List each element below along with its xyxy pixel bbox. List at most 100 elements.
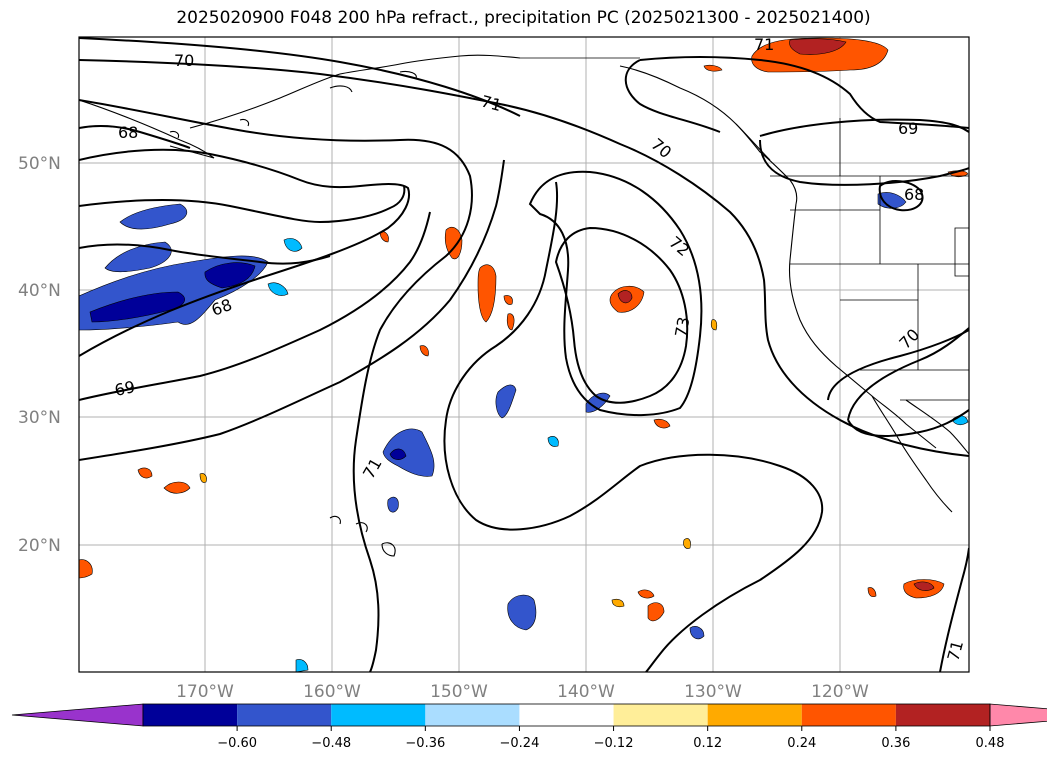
colorbar-tick-label: 0.24 [787, 736, 816, 751]
border-states [790, 118, 969, 401]
precip-positive-areas [79, 37, 969, 622]
precip-area-orangered [647, 602, 665, 622]
contour-line [79, 99, 473, 672]
precip-area-blue [495, 384, 517, 419]
map-frame [78, 36, 970, 673]
precip-area-orangered [379, 231, 389, 243]
coastline-bc-coast [735, 123, 798, 205]
contour-line [759, 118, 969, 137]
colorbar-tick-label: −0.24 [500, 736, 540, 751]
contour-label: 68 [904, 185, 924, 204]
longitude-labels: 170°W 160°W 150°W 140°W 130°W 120°W [176, 682, 869, 702]
precip-area-lightblue [283, 238, 303, 252]
lat-label: 20°N [18, 536, 61, 556]
precip-area-orange [710, 319, 718, 331]
contour-label: 69 [898, 119, 918, 138]
contour-line [624, 59, 721, 133]
lon-label: 170°W [176, 682, 234, 702]
contour-label: 68 [118, 123, 138, 142]
lat-label: 50°N [18, 154, 61, 174]
precip-area-blue [382, 428, 435, 477]
contour-label: 69 [113, 377, 137, 400]
precip-area-lightblue [295, 659, 309, 672]
colorbar-tick-label: −0.48 [311, 736, 351, 751]
coastline-alaska [79, 54, 521, 159]
contour-line [939, 547, 969, 672]
contour-line [79, 211, 431, 401]
precip-area-orange [611, 598, 625, 608]
precip-area-orangered [163, 481, 191, 494]
colorbar-box [801, 704, 896, 726]
coastline-us-west [788, 203, 937, 449]
contour-label: 71 [944, 638, 968, 663]
precip-area-blue [689, 626, 705, 640]
contour-line [554, 226, 689, 404]
coastlines [79, 54, 969, 557]
precip-area-orange [199, 473, 207, 483]
precip-area-orangered [444, 227, 463, 260]
contour-label: 71 [479, 92, 504, 116]
colorbar-box [707, 704, 802, 726]
precip-area-lightblue [267, 282, 289, 296]
contour-line [878, 180, 924, 212]
refractivity-contours [79, 37, 969, 672]
precip-area-blue [387, 496, 399, 513]
colorbar-tick-label: 0.36 [881, 736, 910, 751]
contour-label: 71 [754, 35, 774, 54]
precip-area-orangered [867, 587, 877, 598]
coastline-alaska-panhandle [619, 65, 771, 161]
colorbar: −0.60 −0.48 −0.36 −0.24 −0.12 0.12 0.24 0.36 0.4… [11, 703, 1047, 751]
latitude-labels: 50°N 40°N 30°N 20°N [18, 154, 61, 556]
colorbar-extend-high [989, 703, 1047, 727]
precip-area-orangered [637, 589, 655, 599]
precip-area-orangered [419, 345, 429, 357]
contour-line [847, 327, 969, 437]
colorbar-tick-label: −0.60 [217, 736, 257, 751]
precip-area-blue [119, 203, 188, 230]
colorbar-box [519, 704, 614, 726]
colorbar-box [425, 704, 520, 726]
precip-area-darkred [617, 290, 633, 304]
colorbar-tick-label: 0.12 [693, 736, 722, 751]
contour-line [443, 181, 824, 672]
coastline-islands [169, 70, 417, 139]
precip-area-orangered [506, 313, 515, 331]
contour-line [79, 159, 505, 461]
map-title: 2025020900 F048 200 hPa refract., precip… [176, 8, 871, 28]
coastline-baja [871, 395, 953, 513]
colorbar-tick-label: −0.36 [405, 736, 445, 751]
contour-line [79, 59, 969, 457]
contour-line [79, 124, 191, 149]
contour-line [79, 148, 410, 357]
lat-label: 30°N [18, 408, 61, 428]
colorbar-box [613, 704, 708, 726]
precip-area-darkblue [89, 291, 185, 323]
contour-label: 70 [174, 51, 194, 70]
map-area [79, 37, 969, 672]
colorbar-tick-label: −0.12 [594, 736, 634, 751]
contour-line [639, 56, 969, 129]
colorbar-box [237, 704, 332, 726]
precip-area-orangered [477, 264, 497, 323]
precip-area-darkred [913, 581, 935, 591]
lon-label: 130°W [684, 682, 742, 702]
lon-label: 150°W [430, 682, 488, 702]
precip-area-blue [104, 241, 172, 273]
precip-area-blue [507, 594, 537, 631]
contour-line [79, 243, 331, 265]
precip-area-orangered [703, 64, 723, 72]
coastline-mexico [905, 399, 969, 455]
precip-area-orangered [79, 559, 93, 579]
precip-area-darkblue [389, 448, 407, 460]
precip-negative-areas [79, 192, 969, 672]
precip-area-orangered [503, 295, 513, 305]
lat-label: 40°N [18, 281, 61, 301]
colorbar-box [143, 704, 238, 726]
lon-label: 160°W [303, 682, 361, 702]
contour-line [759, 139, 969, 186]
graticule [79, 37, 969, 672]
colorbar-box [895, 704, 990, 726]
precip-area-orange [683, 538, 691, 549]
contour-line [79, 37, 521, 117]
